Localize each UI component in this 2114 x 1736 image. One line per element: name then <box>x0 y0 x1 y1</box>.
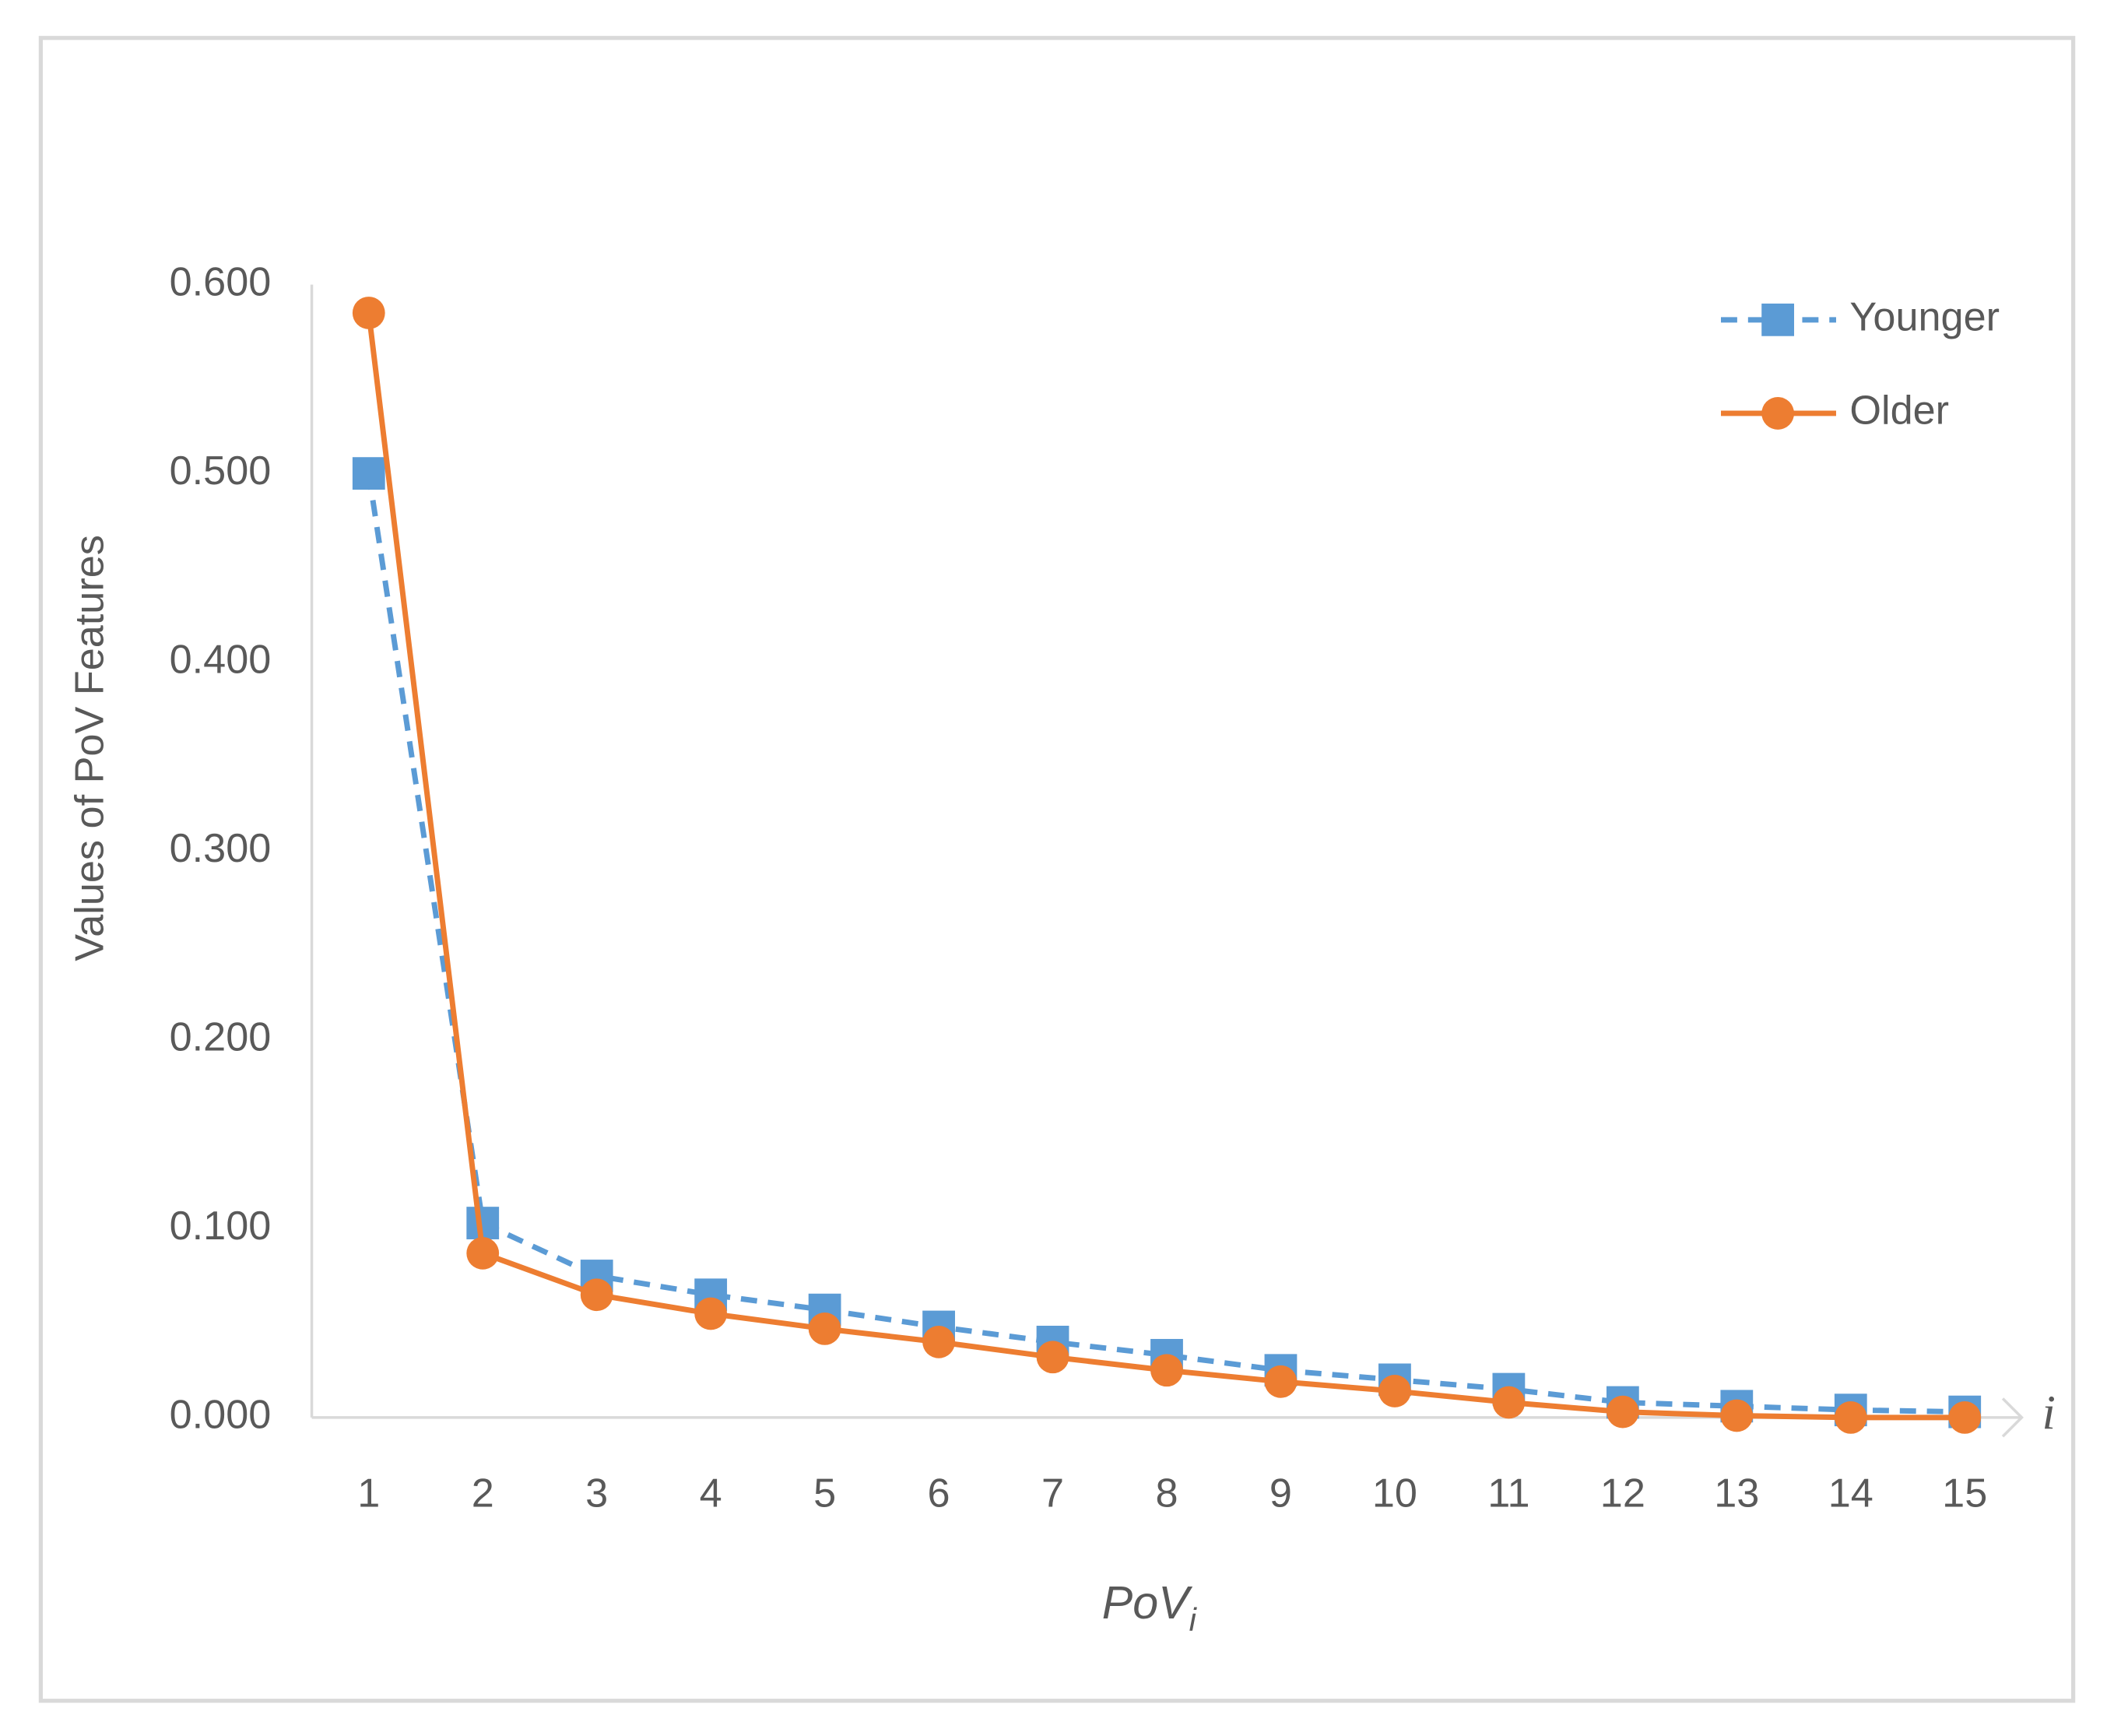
y-tick-label: 0.300 <box>170 826 272 871</box>
data-point <box>1948 1401 1982 1434</box>
x-tick-label: 8 <box>1155 1471 1178 1516</box>
x-tick-label: 1 <box>357 1471 380 1516</box>
data-point <box>808 1313 841 1345</box>
data-point <box>1150 1354 1183 1387</box>
data-point <box>466 1236 500 1270</box>
legend-label: Older <box>1849 388 1949 434</box>
data-point <box>1720 1399 1754 1432</box>
data-point <box>352 457 385 490</box>
data-point <box>1492 1386 1526 1419</box>
x-tick-label: 11 <box>1487 1471 1529 1516</box>
x-tick-label: 4 <box>700 1471 722 1516</box>
x-tick-label: 15 <box>1942 1471 1987 1516</box>
y-tick-label: 0.600 <box>170 259 272 304</box>
x-axis-label: PoVi <box>1102 1576 1198 1638</box>
x-tick-label: 12 <box>1600 1471 1645 1516</box>
data-point <box>694 1297 728 1330</box>
x-tick-label: 7 <box>1041 1471 1064 1516</box>
data-point <box>1036 1341 1069 1374</box>
legend-label: Younger <box>1849 295 2000 340</box>
data-point <box>1834 1401 1867 1434</box>
y-axis-label: Values of PoV Features <box>67 535 112 961</box>
x-tick-label: 6 <box>928 1471 950 1516</box>
y-tick-label: 0.400 <box>170 637 272 682</box>
x-axis-label-main: PoV <box>1102 1576 1193 1629</box>
y-tick-label: 0.200 <box>170 1015 272 1060</box>
data-point <box>1606 1395 1639 1429</box>
x-tick-label: 14 <box>1828 1471 1873 1516</box>
x-tick-label: 5 <box>813 1471 836 1516</box>
x-axis-symbol: i <box>2042 1385 2056 1439</box>
y-tick-label: 0.000 <box>170 1393 272 1438</box>
x-axis-arrow <box>2001 1397 2024 1438</box>
y-tick-label: 0.100 <box>170 1204 272 1249</box>
series-line <box>366 473 1965 1415</box>
data-point <box>580 1278 613 1312</box>
chart-frame <box>38 36 2076 1703</box>
data-point <box>922 1325 955 1358</box>
x-tick-label: 3 <box>585 1471 608 1516</box>
data-point <box>1378 1375 1411 1407</box>
data-point <box>1264 1365 1298 1398</box>
y-tick-label: 0.500 <box>170 448 272 494</box>
x-tick-label: 2 <box>472 1471 494 1516</box>
x-axis-label-subscript: i <box>1189 1601 1198 1638</box>
x-tick-label: 9 <box>1269 1471 1292 1516</box>
legend-marker <box>1761 303 1795 336</box>
x-tick-label: 13 <box>1714 1471 1759 1516</box>
legend-marker <box>1761 397 1795 430</box>
data-point <box>352 297 385 329</box>
x-tick-label: 10 <box>1372 1471 1417 1516</box>
